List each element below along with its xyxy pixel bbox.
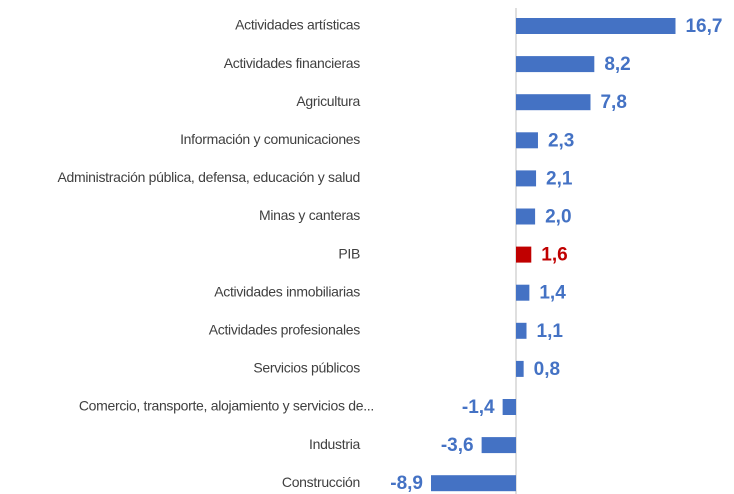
bar — [516, 208, 536, 225]
bar — [516, 284, 530, 301]
category-label: Industria — [309, 436, 361, 452]
category-label: Construcción — [282, 474, 360, 490]
category-label: Servicios públicos — [253, 360, 360, 376]
category-label: Agricultura — [296, 93, 360, 109]
bar — [516, 322, 527, 339]
data-label: 16,7 — [685, 16, 722, 37]
category-label: Administración pública, defensa, educaci… — [57, 169, 360, 185]
data-label: -1,4 — [462, 397, 495, 418]
data-label: 1,1 — [537, 321, 564, 342]
data-label: -3,6 — [441, 435, 474, 456]
bar — [516, 246, 532, 263]
category-label: Actividades artísticas — [235, 17, 360, 33]
data-label: 8,2 — [604, 54, 630, 75]
category-label: Comercio, transporte, alojamiento y serv… — [79, 398, 374, 414]
category-label: PIB — [338, 245, 360, 261]
data-label: 2,1 — [546, 168, 573, 189]
bar — [516, 94, 591, 111]
data-label: 2,0 — [545, 207, 571, 228]
bar — [516, 132, 538, 149]
bar — [516, 170, 537, 187]
bar — [516, 56, 595, 73]
category-label: Actividades inmobiliarias — [214, 283, 360, 299]
data-label: 2,3 — [548, 130, 574, 151]
bar — [516, 360, 524, 377]
category-label: Información y comunicaciones — [180, 131, 360, 147]
data-label: -8,9 — [390, 473, 423, 494]
category-label: Minas y canteras — [259, 207, 360, 223]
bar — [516, 18, 676, 34]
data-label: 0,8 — [534, 359, 560, 380]
bar — [481, 437, 516, 454]
data-label: 1,6 — [541, 245, 567, 266]
category-label: Actividades financieras — [224, 55, 361, 71]
bar — [502, 399, 516, 415]
bar — [431, 475, 516, 492]
data-label: 1,4 — [539, 283, 566, 304]
data-label: 7,8 — [600, 92, 626, 113]
category-label: Actividades profesionales — [209, 322, 361, 338]
